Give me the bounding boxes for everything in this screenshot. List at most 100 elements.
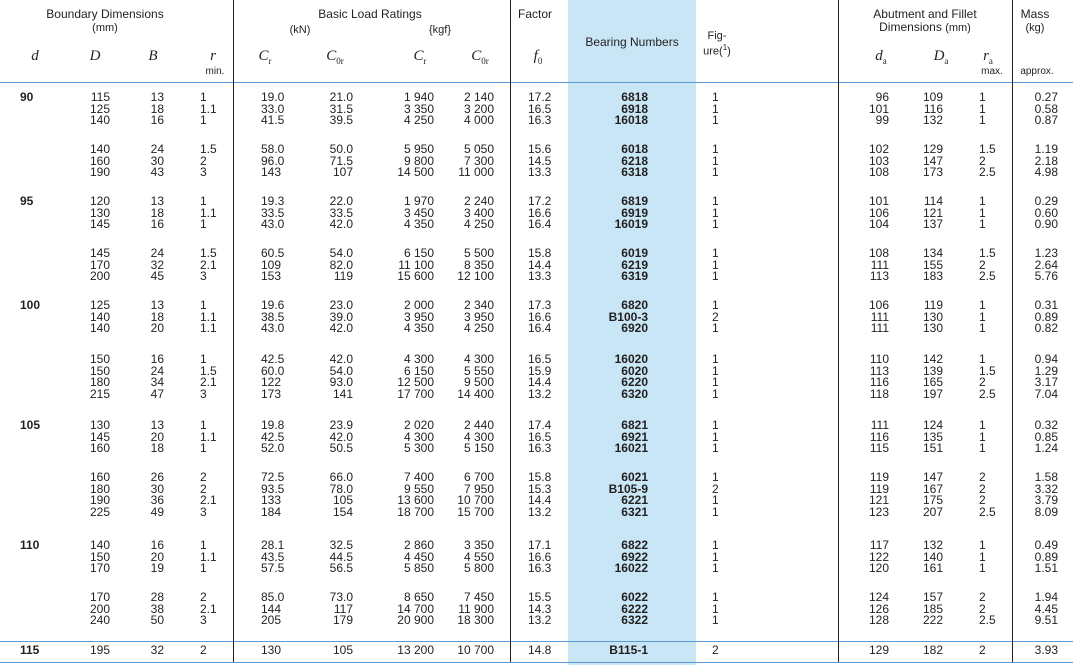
cell-D: 170 — [89, 561, 110, 575]
cell-c0r: 22.0 — [329, 194, 353, 208]
abutment-subtitle: Dimensions (mm) — [879, 20, 971, 35]
cell-ra: 2 — [979, 153, 986, 168]
cell-cr-kgf: 15 600 — [397, 269, 434, 283]
cell-D: 125 — [89, 101, 110, 116]
figure-title-2: ure(1) — [703, 43, 731, 58]
cell-cr: 57.5 — [261, 561, 285, 575]
cell-da: 103 — [868, 153, 889, 168]
cell-f0: 16.6 — [528, 205, 552, 220]
cell-D: 240 — [89, 613, 110, 627]
cell-mass: 0.89 — [1034, 549, 1058, 564]
cell-f0: 13.3 — [528, 269, 552, 283]
cell-f0: 16.5 — [528, 352, 552, 366]
cell-da: 119 — [869, 470, 889, 484]
cell-cr-kgf: 20 900 — [397, 613, 434, 627]
cell-da: 101 — [868, 101, 889, 116]
cell-D: 150 — [89, 549, 110, 564]
cell-f0: 16.4 — [528, 217, 552, 231]
cell-Da: 132 — [922, 113, 943, 127]
cell-c0r: 23.9 — [329, 418, 353, 432]
cell-cr-kgf: 1 970 — [403, 194, 434, 208]
cell-da: 106 — [868, 205, 889, 220]
cell-B: 20 — [150, 429, 164, 444]
cell-cr-kgf: 5 950 — [403, 142, 434, 156]
cell-B: 49 — [150, 504, 164, 519]
cell-f0: 15.8 — [528, 470, 552, 484]
cell-Da: 135 — [922, 429, 943, 444]
cell-D: 190 — [89, 493, 110, 507]
cell-f0: 13.2 — [528, 386, 552, 401]
cell-ra: 1 — [979, 101, 986, 116]
cell-f0: 13.2 — [528, 504, 552, 519]
col-d: d — [31, 48, 39, 64]
cell-f0: 17.2 — [528, 90, 552, 104]
cell-mass: 0.87 — [1034, 113, 1058, 127]
cell-c0r-kgf: 11 000 — [458, 165, 494, 179]
cell-r: 1 — [200, 538, 207, 552]
cell-c0r: 154 — [332, 504, 353, 519]
cell-c0r: 93.0 — [329, 375, 353, 389]
cell-cr-kgf: 11 100 — [398, 257, 434, 272]
cell-D: 150 — [89, 363, 110, 378]
cell-Da: 207 — [922, 504, 943, 519]
cell-cr-kgf: 2 860 — [403, 538, 434, 552]
cell-da: 128 — [868, 613, 889, 627]
cell-ra: 1 — [979, 113, 986, 127]
cell-c0r-kgf: 12 100 — [457, 269, 494, 283]
cell-bearing-number: 6319 — [621, 269, 648, 283]
cell-mass: 1.23 — [1034, 246, 1058, 260]
cell-ra: 1.5 — [979, 246, 996, 260]
cell-cr: 43.0 — [261, 217, 285, 231]
cell-da: 119 — [869, 481, 889, 496]
cell-Da: 183 — [922, 269, 943, 283]
cell-ra: 1.5 — [979, 363, 996, 378]
cell-c0r: 66.0 — [329, 470, 353, 484]
cell-r: 3 — [200, 613, 207, 627]
cell-cr: 72.5 — [261, 470, 285, 484]
col-B: B — [148, 48, 158, 64]
cell-ra: 2 — [979, 493, 986, 507]
cell-D: 125 — [89, 298, 110, 312]
cell-c0r-kgf: 6 700 — [463, 470, 494, 484]
cell-bearing-number: 6321 — [621, 504, 648, 519]
cell-r: 1 — [200, 113, 207, 127]
cell-f0: 17.1 — [528, 538, 552, 552]
cell-ra: 2 — [979, 590, 986, 604]
cell-c0r: 78.0 — [329, 481, 353, 496]
cell-c0r-kgf: 18 300 — [457, 613, 494, 627]
cell-figure: 1 — [712, 352, 719, 366]
cell-d: 105 — [20, 418, 41, 432]
col-ra-max: max. — [981, 66, 1003, 77]
cell-cr: 173 — [261, 386, 282, 401]
cell-f0: 15.8 — [528, 246, 552, 260]
cell-figure: 2 — [712, 481, 719, 496]
cell-c0r-kgf: 4 250 — [463, 321, 494, 335]
cell-cr-kgf: 9 800 — [403, 153, 434, 168]
cell-Da: 165 — [922, 375, 943, 389]
cell-c0r: 117 — [333, 601, 353, 616]
cell-figure: 1 — [712, 269, 719, 283]
cell-D: 190 — [89, 165, 110, 179]
cell-c0r-kgf: 10 700 — [457, 643, 494, 657]
cell-cr-kgf: 6 150 — [403, 246, 434, 260]
boundary-unit: (mm) — [92, 22, 118, 34]
cell-figure: 1 — [712, 470, 719, 484]
cell-r: 3 — [200, 504, 207, 519]
cell-d: 95 — [20, 194, 34, 208]
cell-D: 130 — [89, 418, 110, 432]
cell-ra: 1 — [979, 205, 986, 220]
cell-cr-kgf: 17 700 — [397, 386, 434, 401]
cell-d: 100 — [20, 298, 41, 312]
cell-figure: 1 — [712, 493, 719, 507]
cell-r: 1.1 — [200, 321, 217, 335]
cell-D: 200 — [89, 269, 110, 283]
cell-B: 13 — [150, 418, 164, 432]
cell-r: 1 — [200, 441, 207, 455]
cell-figure: 1 — [712, 561, 719, 575]
cell-figure: 1 — [712, 113, 719, 127]
cell-cr: 205 — [261, 613, 282, 627]
col-ra: ra — [983, 48, 993, 66]
cell-c0r-kgf: 15 700 — [457, 504, 494, 519]
cell-r: 2 — [200, 590, 207, 604]
cell-D: 130 — [89, 205, 110, 220]
